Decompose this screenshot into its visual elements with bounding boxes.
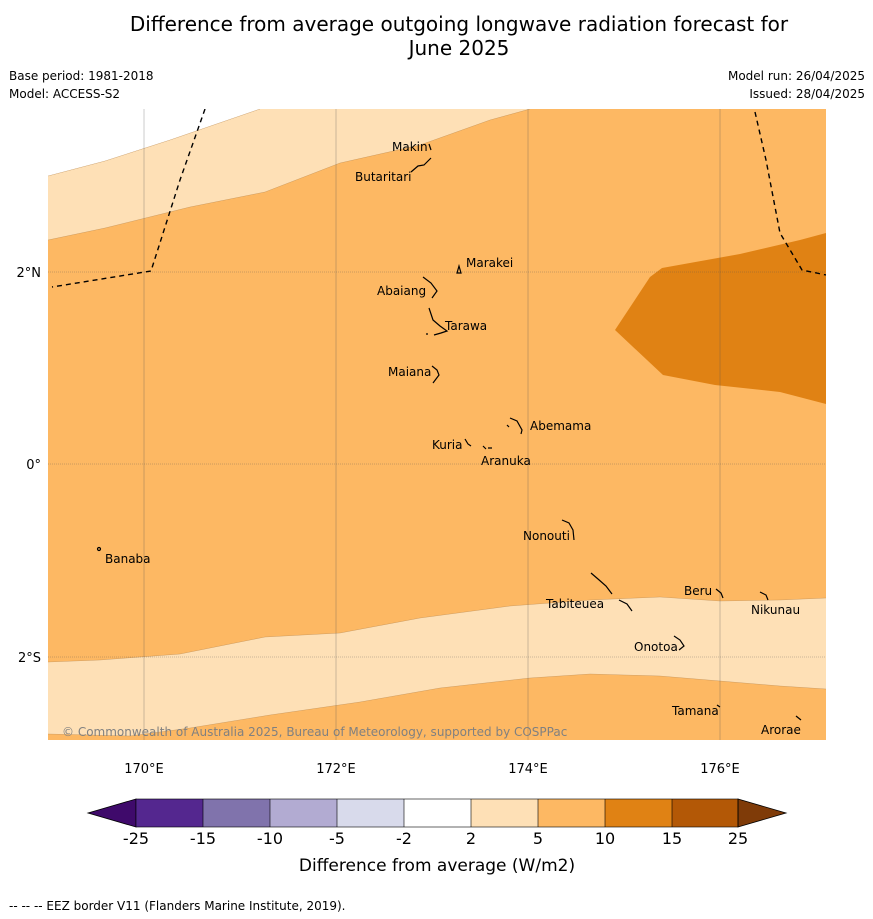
colorbar: -25 -15 -10 -5 -2 2 5 10 15 25 Differenc… xyxy=(86,798,788,876)
model-name: Model: ACCESS-S2 xyxy=(9,87,121,101)
colorbar-label-7: 5 xyxy=(533,829,543,848)
eez-border xyxy=(51,109,826,288)
colorbar-label-10: 25 xyxy=(728,829,748,848)
marakei-shape xyxy=(456,263,462,274)
kuria-shape xyxy=(464,438,472,447)
band-10-15-east xyxy=(615,233,826,404)
makin-shape xyxy=(428,143,432,151)
label-abemama: Abemama xyxy=(530,419,591,433)
beru-shape xyxy=(715,588,724,599)
colorbar-label-3: -10 xyxy=(257,829,283,848)
label-arorae: Arorae xyxy=(761,723,801,737)
title-line-2: June 2025 xyxy=(408,36,510,60)
colorbar-swatch-5 xyxy=(404,799,471,827)
band-2-5-south xyxy=(48,597,826,736)
map-title: Difference from average outgoing longwav… xyxy=(0,12,873,60)
label-butaritari: Butaritari xyxy=(355,170,412,184)
colorbar-swatch-2 xyxy=(203,799,270,827)
label-kuria: Kuria xyxy=(432,438,463,452)
colorbar-swatch-9 xyxy=(672,799,738,827)
colorbar-swatch-3 xyxy=(270,799,337,827)
label-tabiteuea: Tabiteuea xyxy=(545,597,604,611)
label-onotoa: Onotoa xyxy=(634,640,678,654)
banaba-shape xyxy=(96,546,102,552)
label-beru: Beru xyxy=(684,584,712,598)
colorbar-high-extend xyxy=(737,798,788,828)
meta-left: Base period: 1981-2018 Model: ACCESS-S2 xyxy=(9,67,154,103)
base-period: Base period: 1981-2018 xyxy=(9,69,154,83)
island-labels: Makin Butaritari Marakei Abaiang Tarawa … xyxy=(105,140,801,737)
butaritari-shape xyxy=(410,157,432,173)
colorbar-label-4: -5 xyxy=(329,829,345,848)
lon-label-172: 172°E xyxy=(316,762,356,777)
label-maiana: Maiana xyxy=(388,365,431,379)
label-nonouti: Nonouti xyxy=(523,529,570,543)
colorbar-label-6: 2 xyxy=(466,829,476,848)
tamana-shape xyxy=(716,704,721,708)
map-plot-area: Makin Butaritari Marakei Abaiang Tarawa … xyxy=(48,109,826,740)
label-makin: Makin xyxy=(392,140,428,154)
axis-labels: 170°E 172°E 174°E 176°E 2°N 0° 2°S xyxy=(17,266,740,777)
no-data-north-west xyxy=(48,109,260,176)
label-tamana: Tamana xyxy=(671,704,719,718)
colorbar-label-2: -15 xyxy=(190,829,216,848)
label-banaba: Banaba xyxy=(105,552,151,566)
colorbar-swatch-7 xyxy=(538,799,605,827)
tarawa-shape xyxy=(426,307,449,336)
tabiteuea-shape xyxy=(590,572,633,612)
lon-label-170: 170°E xyxy=(124,762,164,777)
island-shapes xyxy=(96,143,802,721)
lon-label-176: 176°E xyxy=(700,762,740,777)
label-aranuka: Aranuka xyxy=(481,454,531,468)
colorbar-label-1: -25 xyxy=(123,829,149,848)
meta-right: Model run: 26/04/2025 Issued: 28/04/2025 xyxy=(728,67,865,103)
colorbar-swatch-4 xyxy=(337,799,404,827)
lat-label-0: 0° xyxy=(26,458,41,473)
colorbar-label-9: 15 xyxy=(662,829,682,848)
colorbar-title: Difference from average (W/m2) xyxy=(299,856,575,876)
aranuka-shape xyxy=(482,445,492,450)
colorbar-label-8: 10 xyxy=(595,829,615,848)
eez-footnote: -- -- -- EEZ border V11 (Flanders Marine… xyxy=(9,899,346,913)
copyright-text: © Commonwealth of Australia 2025, Bureau… xyxy=(62,725,567,739)
label-marakei: Marakei xyxy=(466,256,513,270)
gridlines xyxy=(48,109,826,740)
nikunau-shape xyxy=(759,591,769,601)
onotoa-shape xyxy=(673,635,685,651)
abemama-shape xyxy=(506,417,523,435)
abaiang-shape xyxy=(422,276,438,299)
colorbar-swatch-6 xyxy=(471,799,538,827)
title-line-1: Difference from average outgoing longwav… xyxy=(129,12,789,36)
lat-label-2n: 2°N xyxy=(17,266,42,281)
colorbar-low-extend xyxy=(86,798,137,828)
arorae-shape xyxy=(795,715,802,721)
lon-label-174: 174°E xyxy=(508,762,548,777)
label-abaiang: Abaiang xyxy=(377,284,426,298)
label-tarawa: Tarawa xyxy=(444,319,487,333)
nonouti-shape xyxy=(561,519,575,541)
colorbar-swatch-1 xyxy=(136,799,203,827)
band-2-5-north xyxy=(48,109,530,240)
colorbar-swatch-8 xyxy=(605,799,672,827)
issued-date: Issued: 28/04/2025 xyxy=(749,87,865,101)
colorbar-label-5: -2 xyxy=(396,829,412,848)
maiana-shape xyxy=(431,365,440,384)
label-nikunau: Nikunau xyxy=(751,603,800,617)
model-run: Model run: 26/04/2025 xyxy=(727,69,865,83)
lat-label-2s: 2°S xyxy=(18,651,41,666)
